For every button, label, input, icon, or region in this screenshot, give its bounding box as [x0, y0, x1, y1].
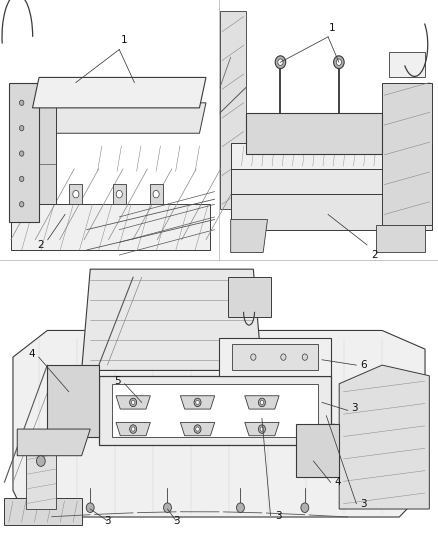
Text: 2: 2 — [371, 250, 378, 260]
Circle shape — [258, 425, 265, 433]
Polygon shape — [116, 422, 150, 436]
Circle shape — [163, 503, 171, 513]
Polygon shape — [228, 277, 271, 317]
Circle shape — [116, 190, 122, 198]
Text: 3: 3 — [275, 511, 282, 521]
Text: 3: 3 — [351, 403, 358, 413]
Circle shape — [19, 151, 24, 156]
Circle shape — [196, 427, 199, 431]
Polygon shape — [389, 52, 425, 77]
Circle shape — [19, 125, 24, 131]
Text: 3: 3 — [173, 516, 180, 526]
Circle shape — [237, 503, 244, 513]
Polygon shape — [32, 77, 206, 108]
Circle shape — [19, 100, 24, 106]
Polygon shape — [150, 184, 162, 204]
Text: 6: 6 — [360, 360, 367, 370]
Circle shape — [302, 354, 307, 360]
Circle shape — [130, 398, 137, 407]
Polygon shape — [17, 429, 90, 456]
Circle shape — [334, 56, 344, 69]
Polygon shape — [231, 12, 360, 146]
Circle shape — [36, 456, 45, 466]
Polygon shape — [231, 169, 432, 194]
Circle shape — [336, 59, 342, 66]
Circle shape — [86, 503, 94, 513]
Polygon shape — [231, 143, 432, 169]
Polygon shape — [219, 338, 331, 376]
Circle shape — [130, 425, 137, 433]
Polygon shape — [220, 12, 246, 209]
Circle shape — [251, 354, 256, 360]
Polygon shape — [99, 376, 331, 445]
Text: 3: 3 — [104, 516, 111, 526]
Polygon shape — [232, 344, 318, 370]
Circle shape — [131, 400, 135, 405]
Polygon shape — [4, 264, 434, 530]
Circle shape — [258, 398, 265, 407]
Polygon shape — [220, 6, 436, 260]
Text: 4: 4 — [334, 478, 341, 487]
Polygon shape — [26, 437, 56, 509]
Polygon shape — [231, 220, 268, 253]
Polygon shape — [296, 424, 339, 477]
Polygon shape — [245, 422, 279, 436]
Text: 3: 3 — [360, 499, 367, 508]
Circle shape — [281, 354, 286, 360]
Circle shape — [301, 503, 309, 513]
Text: 5: 5 — [114, 376, 121, 386]
Polygon shape — [180, 395, 215, 409]
Circle shape — [131, 427, 135, 431]
Circle shape — [194, 425, 201, 433]
Polygon shape — [11, 204, 210, 250]
Circle shape — [19, 176, 24, 182]
Circle shape — [196, 400, 199, 405]
Polygon shape — [32, 103, 57, 204]
Polygon shape — [4, 498, 81, 525]
Text: 1: 1 — [329, 23, 336, 34]
Polygon shape — [9, 83, 39, 222]
Text: 1: 1 — [120, 35, 127, 45]
Polygon shape — [47, 365, 99, 437]
Polygon shape — [382, 83, 432, 224]
Polygon shape — [376, 224, 425, 253]
Text: 2: 2 — [38, 240, 44, 250]
Polygon shape — [13, 330, 425, 517]
Circle shape — [194, 398, 201, 407]
Circle shape — [260, 400, 264, 405]
Text: 4: 4 — [28, 350, 35, 359]
Polygon shape — [339, 365, 429, 509]
Circle shape — [153, 190, 159, 198]
Polygon shape — [231, 194, 432, 230]
Polygon shape — [69, 184, 82, 204]
Circle shape — [260, 427, 264, 431]
Polygon shape — [32, 103, 206, 133]
Circle shape — [278, 59, 283, 66]
Polygon shape — [245, 395, 279, 409]
Polygon shape — [180, 422, 215, 436]
Polygon shape — [116, 395, 150, 409]
Polygon shape — [0, 6, 217, 260]
Circle shape — [73, 190, 79, 198]
Circle shape — [19, 201, 24, 207]
Circle shape — [275, 56, 286, 69]
Polygon shape — [112, 384, 318, 437]
Polygon shape — [246, 113, 382, 154]
Polygon shape — [81, 269, 262, 370]
Polygon shape — [113, 184, 126, 204]
